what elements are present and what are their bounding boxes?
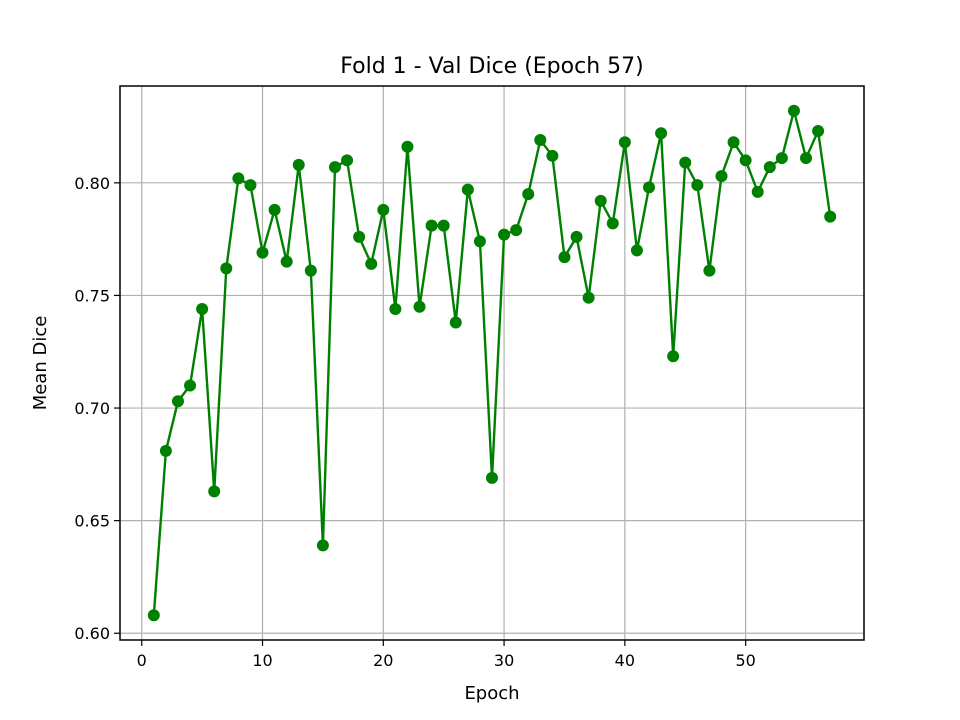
data-point bbox=[582, 291, 595, 304]
y-tick-label: 0.75 bbox=[74, 286, 110, 305]
series-val-dice bbox=[147, 104, 837, 622]
data-point bbox=[232, 172, 245, 185]
data-point bbox=[703, 264, 716, 277]
data-point bbox=[510, 224, 523, 237]
y-tick-label: 0.65 bbox=[74, 512, 110, 531]
data-point bbox=[643, 181, 656, 194]
data-point bbox=[377, 203, 390, 216]
data-point bbox=[316, 539, 329, 552]
x-tick-label: 10 bbox=[252, 651, 272, 670]
data-point bbox=[147, 609, 160, 622]
y-axis-label: Mean Dice bbox=[30, 316, 51, 411]
data-point bbox=[618, 136, 631, 149]
data-point bbox=[667, 350, 680, 363]
data-point bbox=[558, 251, 571, 264]
data-point bbox=[570, 230, 583, 243]
data-point bbox=[751, 185, 764, 198]
data-point bbox=[304, 264, 317, 277]
data-point bbox=[473, 235, 486, 248]
data-point bbox=[365, 257, 378, 270]
data-point bbox=[787, 104, 800, 117]
data-point bbox=[389, 302, 402, 315]
data-point bbox=[630, 244, 643, 257]
data-point bbox=[594, 194, 607, 207]
data-point bbox=[425, 219, 438, 232]
axis-ticks: 0 10 20 30 40 50 0.60 0.65 0.70 0.75 0.80 bbox=[74, 174, 755, 670]
data-point bbox=[280, 255, 293, 268]
data-point bbox=[606, 217, 619, 230]
x-tick-label: 20 bbox=[373, 651, 393, 670]
data-point bbox=[437, 219, 450, 232]
data-point bbox=[775, 152, 788, 165]
data-point bbox=[449, 316, 462, 329]
data-point bbox=[171, 395, 184, 408]
x-tick-label: 50 bbox=[735, 651, 755, 670]
data-point bbox=[739, 154, 752, 167]
data-point bbox=[763, 161, 776, 174]
data-point bbox=[655, 127, 668, 140]
data-point bbox=[244, 179, 257, 192]
data-point bbox=[546, 149, 559, 162]
y-tick-label: 0.80 bbox=[74, 174, 110, 193]
y-tick-label: 0.60 bbox=[74, 624, 110, 643]
data-point bbox=[691, 179, 704, 192]
data-point bbox=[486, 471, 498, 484]
data-point bbox=[184, 379, 197, 392]
x-axis-label: Epoch bbox=[464, 683, 519, 704]
data-point bbox=[220, 262, 233, 275]
data-point bbox=[800, 152, 813, 165]
x-tick-label: 40 bbox=[615, 651, 635, 670]
data-point bbox=[328, 161, 341, 174]
plot-frame bbox=[119, 85, 865, 641]
data-point bbox=[727, 136, 740, 149]
data-point bbox=[268, 203, 281, 216]
data-point bbox=[256, 246, 269, 259]
data-point bbox=[159, 444, 172, 457]
data-point bbox=[824, 210, 837, 223]
data-point bbox=[292, 158, 305, 171]
x-tick-label: 0 bbox=[137, 651, 147, 670]
y-tick-label: 0.70 bbox=[74, 399, 110, 418]
data-point bbox=[341, 154, 354, 167]
data-point bbox=[208, 485, 221, 498]
data-point bbox=[715, 170, 728, 183]
x-tick-label: 30 bbox=[494, 651, 514, 670]
data-point bbox=[461, 183, 474, 196]
chart-title: Fold 1 - Val Dice (Epoch 57) bbox=[340, 54, 643, 79]
data-point bbox=[353, 230, 366, 243]
data-point bbox=[196, 302, 209, 315]
data-point bbox=[522, 188, 535, 201]
data-point bbox=[679, 156, 692, 169]
data-point bbox=[413, 300, 426, 313]
data-point bbox=[812, 125, 825, 138]
data-point bbox=[498, 228, 511, 241]
data-point bbox=[401, 140, 414, 153]
data-point bbox=[534, 134, 547, 147]
